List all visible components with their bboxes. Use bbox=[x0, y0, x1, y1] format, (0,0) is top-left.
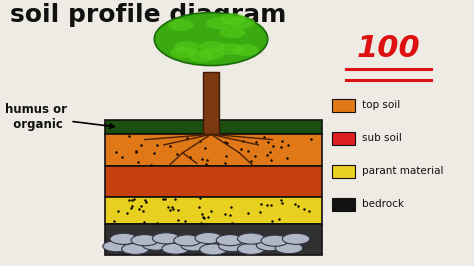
Ellipse shape bbox=[110, 233, 137, 244]
Text: top soil: top soil bbox=[362, 100, 401, 110]
Ellipse shape bbox=[219, 26, 246, 38]
Bar bbox=[331, 99, 355, 112]
Ellipse shape bbox=[233, 44, 259, 56]
Ellipse shape bbox=[142, 239, 169, 250]
Text: humus or
  organic: humus or organic bbox=[5, 103, 114, 131]
Bar bbox=[105, 197, 322, 224]
Bar bbox=[105, 166, 322, 197]
Ellipse shape bbox=[168, 19, 194, 31]
Ellipse shape bbox=[200, 41, 226, 53]
Ellipse shape bbox=[122, 243, 149, 255]
Ellipse shape bbox=[173, 235, 201, 246]
Bar bbox=[331, 165, 355, 178]
Bar bbox=[105, 224, 322, 255]
Bar bbox=[331, 198, 355, 211]
Ellipse shape bbox=[200, 244, 227, 255]
Ellipse shape bbox=[283, 233, 310, 244]
Ellipse shape bbox=[218, 43, 244, 55]
Text: parant material: parant material bbox=[362, 166, 444, 176]
Ellipse shape bbox=[155, 13, 268, 65]
Ellipse shape bbox=[171, 47, 197, 59]
Ellipse shape bbox=[174, 41, 200, 53]
Bar bbox=[105, 134, 322, 166]
Ellipse shape bbox=[188, 50, 214, 62]
Ellipse shape bbox=[220, 13, 246, 25]
Text: soil profile diagram: soil profile diagram bbox=[10, 3, 286, 27]
Ellipse shape bbox=[275, 243, 303, 254]
Ellipse shape bbox=[237, 243, 265, 255]
Bar bbox=[203, 72, 219, 134]
Ellipse shape bbox=[256, 240, 284, 251]
Ellipse shape bbox=[198, 48, 224, 60]
Ellipse shape bbox=[153, 233, 180, 244]
Ellipse shape bbox=[162, 243, 189, 254]
Ellipse shape bbox=[195, 232, 222, 244]
Text: 100: 100 bbox=[356, 34, 420, 63]
Ellipse shape bbox=[261, 235, 289, 246]
Ellipse shape bbox=[103, 241, 130, 252]
Ellipse shape bbox=[229, 16, 255, 28]
Text: bedrock: bedrock bbox=[362, 200, 404, 209]
Text: sub soil: sub soil bbox=[362, 133, 402, 143]
Ellipse shape bbox=[237, 233, 265, 244]
Ellipse shape bbox=[219, 240, 246, 252]
Ellipse shape bbox=[206, 17, 232, 29]
Bar bbox=[105, 120, 322, 134]
Ellipse shape bbox=[216, 235, 244, 246]
Bar bbox=[331, 132, 355, 145]
Ellipse shape bbox=[181, 240, 208, 251]
Ellipse shape bbox=[131, 235, 158, 246]
